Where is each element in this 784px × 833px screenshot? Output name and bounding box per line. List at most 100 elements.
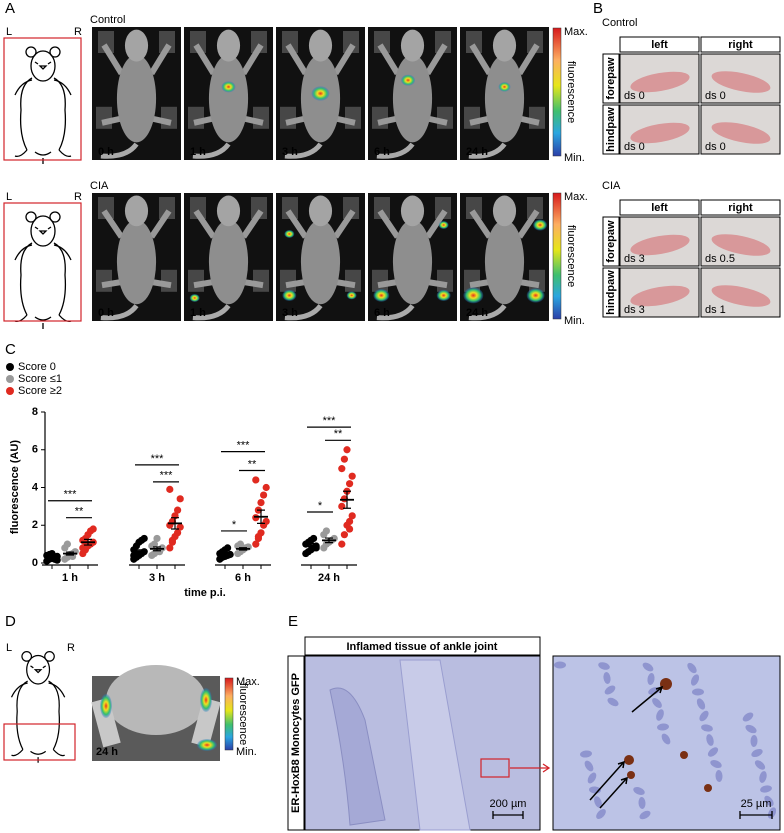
- nucleus: [607, 697, 619, 707]
- tape: [343, 31, 359, 53]
- tail: [192, 304, 231, 321]
- legend-marker: [6, 387, 14, 395]
- data-point: [236, 540, 244, 548]
- row-header-label: forepaw: [605, 57, 617, 100]
- x-axis-label: time p.i.: [184, 587, 226, 599]
- side-box: [287, 655, 305, 831]
- region-box: [3, 37, 82, 161]
- tape: [251, 31, 267, 53]
- side-title: ER-HoxB8 Monocytes GFP: [290, 673, 302, 813]
- paw: [711, 122, 771, 144]
- tape: [282, 197, 298, 219]
- mouse-body: [116, 219, 157, 305]
- bone: [399, 659, 471, 831]
- data-point: [322, 527, 330, 535]
- data-point: [224, 544, 232, 552]
- signal: [282, 289, 297, 301]
- nucleus: [598, 662, 610, 670]
- data-point: [262, 517, 270, 526]
- signal: [100, 694, 112, 718]
- score-label: ds 1: [705, 304, 726, 316]
- data-point: [174, 529, 182, 537]
- zoom-arrow: [510, 763, 551, 773]
- data-point: [79, 544, 87, 552]
- signal: [401, 74, 416, 86]
- legend-label: Score 0: [18, 361, 56, 373]
- data-point: [257, 499, 265, 507]
- tape: [253, 106, 269, 129]
- significance-label: *: [232, 519, 237, 531]
- limbs: [469, 209, 540, 289]
- limbs: [285, 209, 356, 289]
- tape: [190, 31, 206, 53]
- time-label: 1 h: [190, 307, 206, 319]
- significance-label: ***: [237, 440, 251, 452]
- zoom-box: [480, 758, 510, 778]
- tape: [159, 31, 175, 53]
- signal: [526, 288, 545, 303]
- nucleus: [742, 712, 754, 722]
- header-cell: [700, 36, 781, 53]
- panel-label: B: [593, 0, 603, 17]
- nucleus: [750, 735, 758, 747]
- data-point: [150, 540, 158, 548]
- limbs: [377, 209, 448, 289]
- nucleus: [584, 760, 594, 772]
- paw: [711, 234, 771, 256]
- paw: [711, 71, 771, 93]
- colorbar-min: Min.: [236, 746, 257, 758]
- row-header-label: hindpaw: [605, 270, 617, 315]
- limbs: [377, 43, 448, 126]
- nucleus: [696, 698, 706, 710]
- nucleus: [699, 710, 709, 722]
- scale-label: 200 µm: [490, 798, 527, 810]
- signal: [346, 291, 357, 300]
- header-cell: [700, 199, 781, 216]
- tape: [527, 31, 543, 53]
- tape: [374, 197, 390, 219]
- nucleus: [638, 797, 646, 809]
- tape: [98, 31, 114, 53]
- signal: [436, 289, 451, 301]
- data-point: [340, 455, 348, 463]
- tape: [437, 106, 453, 129]
- nucleus: [710, 760, 722, 768]
- signal: [438, 221, 449, 229]
- nucleus: [760, 785, 772, 793]
- nucleus: [745, 724, 757, 734]
- stained-cell: [624, 755, 634, 765]
- time-label: 0 h: [98, 307, 114, 319]
- legend-marker: [6, 375, 14, 383]
- panel-label: C: [5, 341, 16, 358]
- scale-bar: [492, 811, 524, 819]
- column-header: right: [728, 39, 753, 51]
- signal: [498, 82, 511, 92]
- tail: [192, 142, 231, 159]
- mouse-head: [492, 29, 517, 62]
- signal: [200, 688, 212, 712]
- mouse-head: [400, 195, 425, 227]
- data-point: [168, 536, 176, 544]
- score-label: ds 3: [624, 304, 645, 316]
- time-label: 24 h: [466, 307, 488, 319]
- tape: [188, 106, 204, 129]
- y-tick-label: 4: [32, 481, 39, 493]
- colorbar-max: Max.: [236, 676, 260, 688]
- mouse-body: [208, 219, 249, 305]
- signal: [284, 229, 295, 238]
- time-label: 24 h: [466, 146, 488, 158]
- nucleus: [657, 723, 669, 731]
- x-tick-label: 3 h: [149, 572, 165, 584]
- column-header: left: [651, 39, 668, 51]
- header-cell: [619, 199, 700, 216]
- row-header: [602, 104, 620, 155]
- side-label: R: [67, 642, 75, 654]
- tape: [96, 269, 112, 292]
- significance-label: *: [318, 500, 323, 512]
- colorbar-title: fluorescence: [565, 225, 577, 287]
- nucleus: [587, 772, 597, 784]
- x-tick-label: 1 h: [62, 572, 78, 584]
- data-point: [176, 523, 184, 531]
- colorbar-title: fluorescence: [237, 683, 249, 745]
- data-point: [260, 491, 268, 499]
